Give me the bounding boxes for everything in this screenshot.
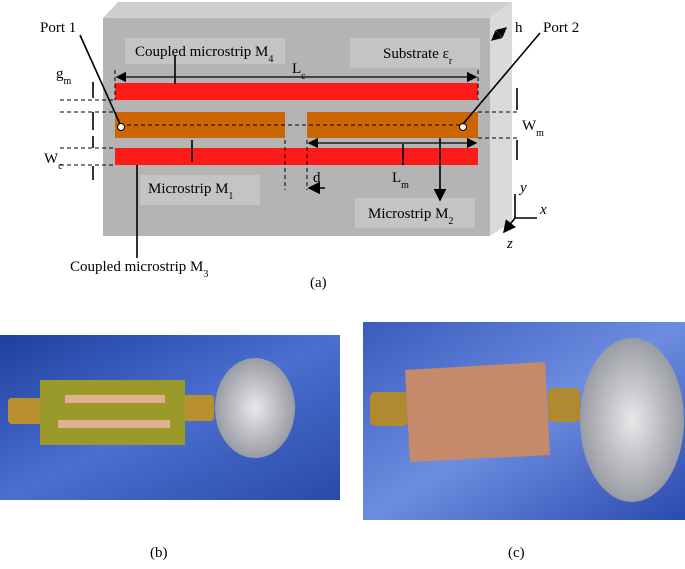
axis-label: x xyxy=(539,202,547,218)
label: Lc xyxy=(292,61,306,82)
label: Microstrip M1 xyxy=(148,181,233,202)
label: Port 1 xyxy=(40,20,76,36)
port-2-dot xyxy=(459,123,467,131)
label: Wc xyxy=(44,151,63,172)
axis-label: y xyxy=(518,180,527,196)
coupled-strip-m3 xyxy=(115,148,478,165)
caption: (b) xyxy=(150,545,168,561)
photo-b xyxy=(0,335,340,500)
label: h xyxy=(515,20,523,36)
caption: (c) xyxy=(508,545,525,561)
coupled-strip-m4 xyxy=(115,83,478,100)
label: Port 2 xyxy=(543,20,579,36)
axis-label: z xyxy=(506,236,513,252)
label: Wm xyxy=(522,118,544,139)
label: Coupled microstrip M4 xyxy=(135,44,273,65)
caption: (a) xyxy=(310,275,327,291)
label: Microstrip M2 xyxy=(368,206,453,227)
label: gm xyxy=(56,66,72,87)
label: Substrate εr xyxy=(383,46,453,67)
label: d xyxy=(313,170,321,186)
dimension-lines xyxy=(60,27,541,258)
port-1-dot xyxy=(117,123,125,131)
label: Lm xyxy=(392,170,409,191)
label: Coupled microstrip M3 xyxy=(70,259,208,280)
photo-c xyxy=(363,322,685,520)
